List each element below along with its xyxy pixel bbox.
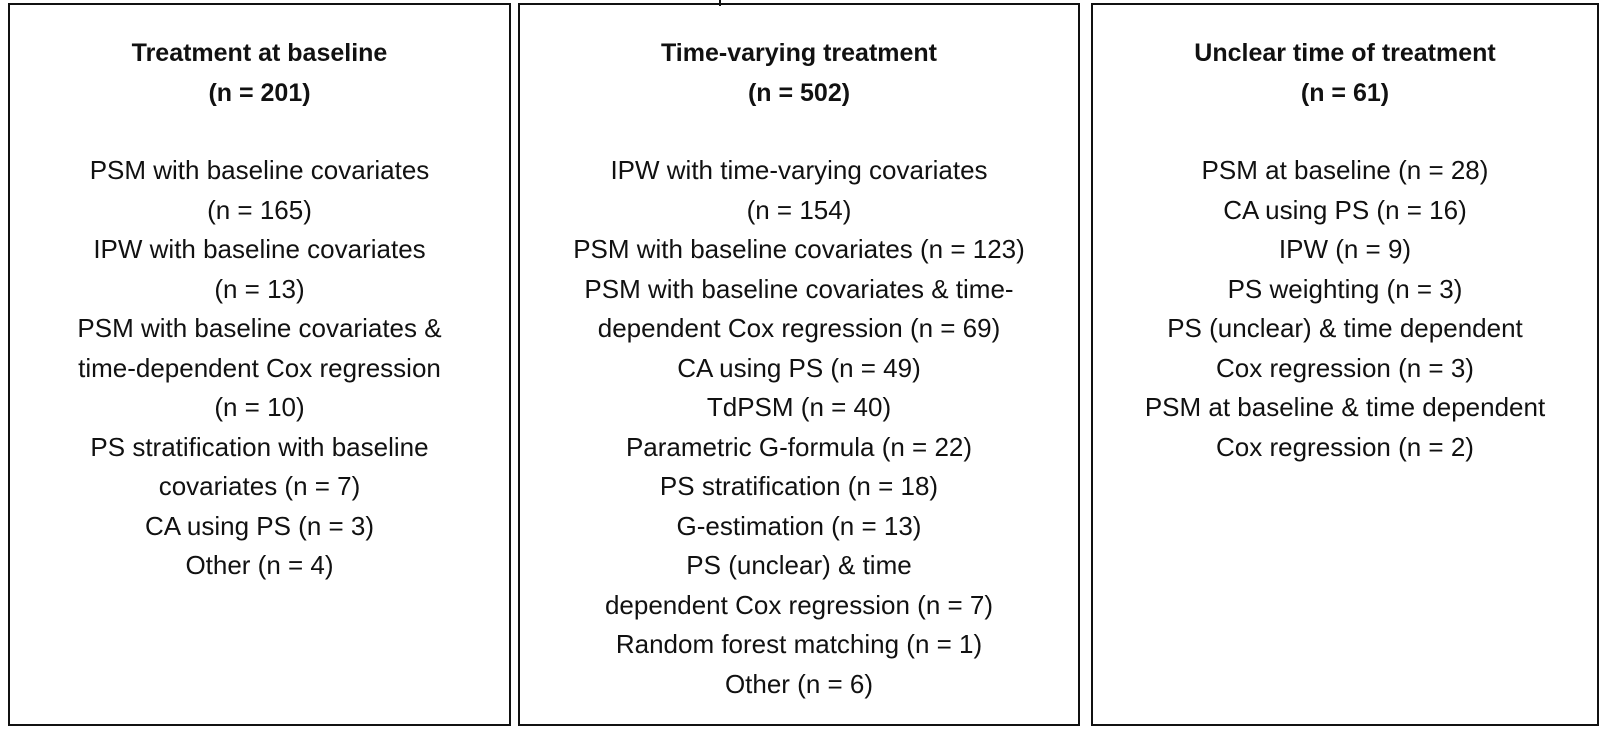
method-line: (n = 154) [746,194,852,225]
method-line: Parametric G-formula (n = 22) [625,431,973,462]
panel-total-count: (n = 61) [1300,79,1390,107]
method-line: G-estimation (n = 13) [676,510,922,541]
method-line: PSM at baseline & time dependent [1144,392,1546,422]
panel-title-text: Treatment at baseline [131,39,388,67]
method-line: CA using PS (n = 16) [1223,194,1467,225]
method-line: PS (unclear) & time [686,550,912,580]
panel-title-text: Time-varying treatment [660,39,937,67]
method-line: dependent Cox regression (n = 7) [604,589,994,620]
method-line: TdPSM (n = 40) [706,392,892,422]
method-line: PS weighting (n = 3) [1227,273,1463,304]
method-line: PS stratification with baseline [90,431,429,462]
method-line: Cox regression (n = 2) [1216,431,1474,462]
panel-unclear-time-of-treatment: Unclear time of treatment (n = 61) PSM a… [1091,3,1599,726]
method-line: Cox regression (n = 3) [1216,352,1474,383]
method-line: Other (n = 4) [185,550,334,580]
method-list: IPW with time-varying covariates (n = 15… [520,151,1078,704]
method-line: IPW with baseline covariates [93,234,426,264]
method-line: CA using PS (n = 49) [677,352,921,383]
method-list: PSM at baseline (n = 28) CA using PS (n … [1093,151,1597,467]
method-line: covariates (n = 7) [158,471,361,501]
panel-total-count: (n = 502) [747,79,851,107]
method-line: IPW (n = 9) [1278,234,1412,264]
panel-total-count: (n = 201) [208,79,311,107]
method-line: PSM at baseline (n = 28) [1201,155,1489,185]
method-line: time-dependent Cox regression [78,352,441,383]
method-line: dependent Cox regression (n = 69) [597,313,1001,343]
method-line: PSM with baseline covariates & [77,313,442,343]
panel-title-text: Unclear time of treatment [1194,39,1496,67]
panel-time-varying-treatment: Time-varying treatment (n = 502) IPW wit… [518,3,1080,726]
method-line: Random forest matching (n = 1) [615,629,983,659]
panel-title: Treatment at baseline (n = 201) [10,33,509,113]
method-list: PSM with baseline covariates (n = 165) I… [10,151,509,586]
method-line: Other (n = 6) [724,668,874,699]
method-line: PS stratification (n = 18) [659,471,939,501]
method-line: IPW with time-varying covariates [610,155,988,185]
method-line: PSM with baseline covariates & time- [584,273,1014,304]
method-line: CA using PS (n = 3) [144,510,375,541]
method-line: PSM with baseline covariates (n = 123) [573,234,1025,264]
method-line: PS (unclear) & time dependent [1167,313,1523,343]
panel-title: Time-varying treatment (n = 502) [520,33,1078,113]
method-line: (n = 165) [207,194,312,225]
method-line: PSM with baseline covariates [89,155,430,185]
panel-title: Unclear time of treatment (n = 61) [1093,33,1597,113]
method-line: (n = 13) [214,273,305,304]
method-line: (n = 10) [214,392,305,422]
panel-treatment-at-baseline: Treatment at baseline (n = 201) PSM with… [8,3,511,726]
